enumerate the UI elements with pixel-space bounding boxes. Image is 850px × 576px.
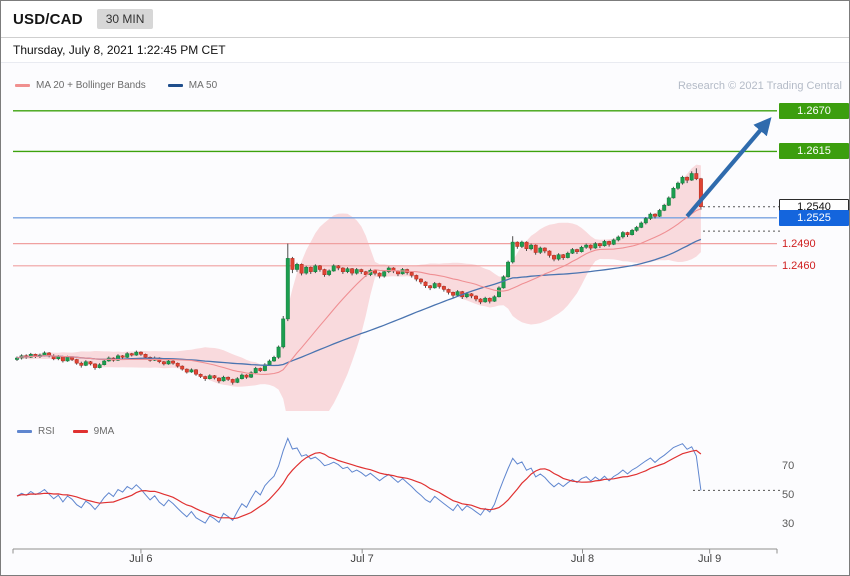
price-legend: MA 20 + Bollinger Bands MA 50 [15,80,217,91]
ma20-bollinger-swatch-icon [15,84,30,87]
symbol-title: USD/CAD [13,10,83,28]
ma50-label: MA 50 [188,80,218,91]
research-credit: Research © 2021 Trading Central [677,80,842,92]
ma20-bollinger-label: MA 20 + Bollinger Bands [36,80,146,91]
legend-item-rsi: RSI [17,426,55,437]
rsi-label: RSI [38,426,55,437]
rsi-9ma-label: 9MA [93,426,115,437]
chart-background [1,63,849,575]
ma50-swatch-icon [167,84,183,87]
rsi-legend: RSI 9MA [17,426,114,437]
chart-datetime: Thursday, July 8, 2021 1:22:45 PM CET [1,38,849,63]
rsi-9ma-swatch-icon [72,430,88,433]
header-bar: USD/CAD 30 MIN [1,1,849,38]
legend-item-ma20-bollinger: MA 20 + Bollinger Bands [15,80,146,91]
legend-item-9ma: 9MA [72,426,115,437]
timeframe-badge[interactable]: 30 MIN [96,9,154,29]
legend-item-ma50: MA 50 [167,80,218,91]
rsi-swatch-icon [17,430,32,433]
